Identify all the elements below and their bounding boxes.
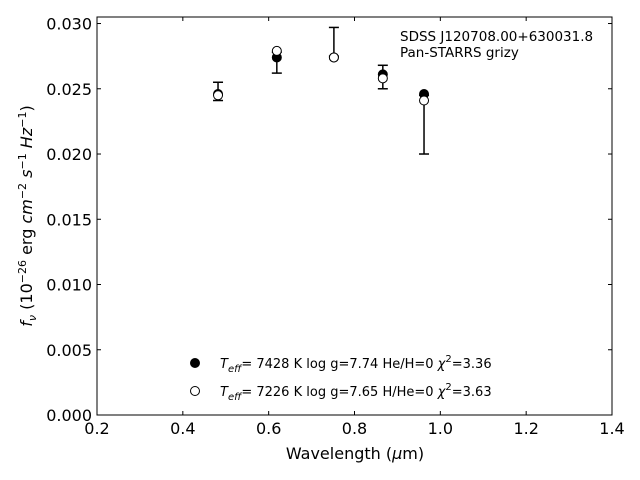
model-point-open (328, 52, 339, 63)
legend-2-logg: log g=7.65 (306, 385, 378, 400)
legend: Teff= 7428 K log g=7.74 He/H=0 χ2=3.36 T… (190, 354, 492, 403)
legend-entry-2: Teff= 7226 K log g=7.65 H/He=0 χ2=3.63 (220, 382, 492, 403)
legend-2-teff: 7226 K (256, 385, 302, 400)
y-tick-label: 0.005 (46, 341, 92, 360)
model-point-open (271, 45, 282, 56)
y-tick-label: 0.000 (46, 406, 92, 425)
x-axis-label: Wavelength (μm) (286, 444, 424, 463)
legend-entry-1: Teff= 7428 K log g=7.74 He/H=0 χ2=3.36 (220, 354, 492, 375)
legend-2-chi2: =3.63 (452, 385, 492, 400)
legend-marker-open (190, 386, 200, 396)
legend-1-comp: He/H=0 (382, 357, 433, 372)
y-tick-label: 0.025 (46, 80, 92, 99)
y-tick-label: 0.020 (46, 145, 92, 164)
model-point-open (377, 73, 388, 84)
legend-1-logg: log g=7.74 (306, 357, 378, 372)
annotation-survey: Pan-STARRS grizy (400, 45, 519, 61)
legend-marker-filled (190, 358, 200, 368)
y-tick-label: 0.010 (46, 276, 92, 295)
plot-area (213, 26, 430, 155)
x-tick-label: 0.2 (84, 419, 109, 438)
plot-frame (96, 16, 613, 416)
y-axis-label: fν (10−26 erg cm−2 s−1 Hz−1) (16, 105, 39, 326)
model-point-open (213, 90, 224, 101)
y-tick-label: 0.030 (46, 15, 92, 34)
model-point-open (419, 95, 430, 106)
axes: 0.2 0.4 0.6 0.8 1.0 1.2 1.4 0.000 0.005 0.010 0.01… (46, 15, 625, 438)
x-tick-label: 0.8 (342, 419, 367, 438)
x-tick-label: 0.4 (170, 419, 195, 438)
legend-2-comp: H/He=0 (382, 385, 433, 400)
y-tick-label: 0.015 (46, 210, 92, 229)
legend-1-teff: 7428 K (256, 357, 302, 372)
x-tick-label: 1.2 (513, 419, 538, 438)
annotation-object: SDSS J120708.00+630031.8 (400, 29, 593, 45)
x-tick-label: 1.0 (428, 419, 453, 438)
legend-1-chi2: =3.36 (452, 357, 492, 372)
x-tick-label: 0.6 (256, 419, 281, 438)
x-tick-label: 1.4 (599, 419, 624, 438)
